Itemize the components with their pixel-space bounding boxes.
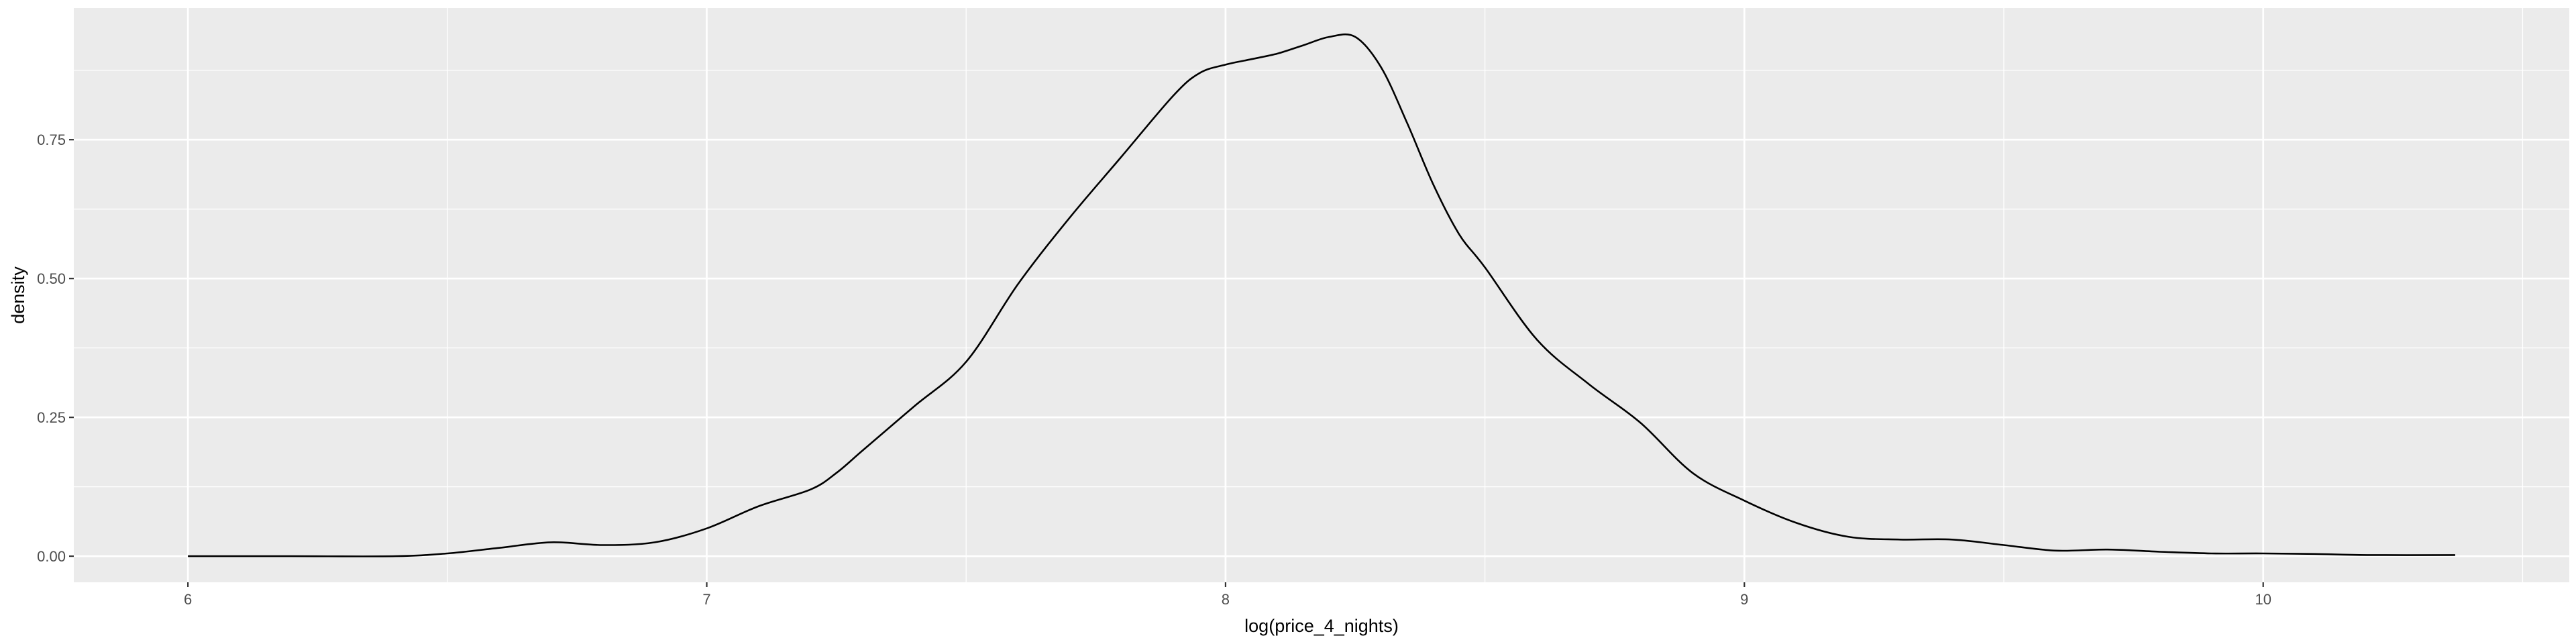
y-tick-label: 0.00 <box>37 548 66 565</box>
x-tick-label: 7 <box>702 591 710 608</box>
y-axis-ticks: 0.00 0.25 0.50 0.75 <box>37 131 74 565</box>
y-tick-label: 0.75 <box>37 131 66 148</box>
x-axis-ticks: 6 7 8 9 10 <box>184 582 2271 608</box>
x-tick-label: 9 <box>1740 591 1748 608</box>
density-line <box>188 33 2455 557</box>
plot-panel <box>74 8 2569 582</box>
x-axis-title: log(price_4_nights) <box>1244 616 1399 636</box>
minor-gridlines <box>74 8 2569 582</box>
major-gridlines <box>74 8 2569 582</box>
x-tick-label: 6 <box>184 591 192 608</box>
x-tick-label: 10 <box>2255 591 2271 608</box>
y-tick-label: 0.25 <box>37 409 66 426</box>
x-tick-label: 8 <box>1222 591 1230 608</box>
y-axis-title: density <box>8 266 28 324</box>
y-tick-label: 0.50 <box>37 270 66 287</box>
